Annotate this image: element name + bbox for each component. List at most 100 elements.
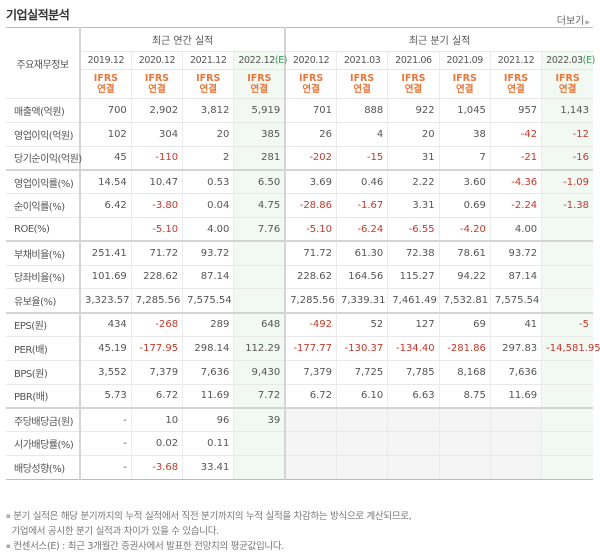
ifrs-badge: IFRS 연결: [438, 69, 491, 99]
table-row: 당좌비율(%) 101.69 228.62 87.14 228.62 164.56 115.…: [6, 265, 593, 290]
value-cell: 6.72: [130, 384, 183, 409]
more-link[interactable]: 더보기▶: [557, 12, 590, 27]
value-cell: 648: [233, 312, 286, 337]
value-cell: [541, 455, 593, 480]
value-cell: -4.20: [438, 217, 491, 243]
value-cell: -134.40: [387, 336, 440, 361]
value-cell: -281.86: [438, 336, 491, 361]
value-cell: 8,168: [438, 360, 491, 385]
ifrs-badge: IFRS 연결: [284, 69, 337, 99]
table-row: 유보율(%) 3,323.57 7,285.56 7,575.54 7,285.56 7,…: [6, 288, 593, 314]
value-cell: 127: [387, 312, 440, 337]
consolidated-label: 연결: [404, 84, 423, 95]
row-label: 순이익률(%): [6, 193, 80, 218]
consolidated-label: 연결: [97, 84, 115, 95]
value-cell: 115.27: [387, 265, 440, 290]
value-cell: -202: [284, 146, 337, 171]
value-cell: [489, 431, 542, 456]
row-label: 영업이익률(%): [6, 169, 80, 195]
value-cell: -14,581.95: [541, 336, 600, 361]
value-cell: 14.54: [78, 169, 132, 195]
value-cell: 7,636: [489, 360, 542, 385]
consolidated-label: 연결: [507, 84, 525, 95]
value-cell: 228.62: [284, 265, 337, 290]
value-cell: 0.53: [182, 169, 234, 195]
value-cell: -: [78, 455, 132, 480]
value-cell: 281: [233, 146, 286, 171]
footnote-1: ▪ 분기 실적은 해당 분기까지의 누적 실적에서 직전 분기까지의 누적 실적…: [6, 511, 412, 522]
value-cell: [541, 407, 593, 433]
period-label: 2021.03: [343, 55, 381, 66]
value-cell: -15: [335, 146, 388, 171]
value-cell: 71.72: [130, 241, 183, 266]
value-cell: [335, 407, 388, 433]
value-cell: 7,575.54: [489, 288, 542, 314]
value-cell: 251.41: [78, 241, 132, 266]
value-cell: 700: [78, 98, 132, 123]
table-row: 당기순이익(억원) 45 -110 2 281 -202 -15 31 7 -21 -16: [6, 146, 593, 171]
period-label: 2020.12: [138, 55, 176, 66]
value-cell: -110: [130, 146, 183, 171]
value-cell: 7,575.54: [182, 288, 234, 314]
ifrs-label: IFRS: [247, 73, 272, 84]
value-cell: 888: [335, 98, 388, 123]
value-cell: 87.14: [182, 265, 234, 290]
ifrs-badge: IFRS 연결: [233, 69, 286, 99]
row-label: 주당배당금(원): [6, 407, 80, 433]
value-cell: 7,532.81: [438, 288, 491, 314]
value-cell: -16: [541, 146, 593, 171]
value-cell: [78, 217, 132, 243]
value-cell: 7.76: [233, 217, 286, 243]
period-header: 2022.12(E): [233, 51, 288, 70]
consolidated-label: 연결: [302, 84, 320, 95]
value-cell: 93.72: [489, 241, 542, 266]
value-cell: 72.38: [387, 241, 440, 266]
footnote-text: 분기 실적은 해당 분기까지의 누적 실적에서 직전 분기까지의 누적 실적을 …: [13, 511, 412, 522]
ifrs-label: IFRS: [298, 73, 324, 84]
value-cell: 1,045: [438, 98, 491, 123]
value-cell: [541, 431, 593, 456]
value-cell: [284, 407, 337, 433]
value-cell: 4.00: [182, 217, 234, 243]
period-header: 2019.12: [78, 51, 132, 70]
footnote-2: 기업에서 공시한 분기 실적과 차이가 있을 수 있습니다.: [6, 524, 411, 539]
value-cell: 0.69: [438, 193, 491, 218]
value-cell: -1.38: [541, 193, 593, 218]
value-cell: 11.69: [182, 384, 234, 409]
value-cell: 434: [78, 312, 132, 337]
value-cell: 7,379: [284, 360, 337, 385]
ifrs-badge: IFRS 연결: [130, 69, 183, 99]
value-cell: 5.73: [78, 384, 132, 409]
table-row: ROE(%) -5.10 4.00 7.76 -5.10 -6.24 -6.55 -4.20 4…: [6, 217, 593, 243]
value-cell: 228.62: [130, 265, 183, 290]
value-cell: -12: [541, 122, 593, 147]
value-cell: 5,919: [233, 98, 286, 123]
value-cell: -1.09: [541, 169, 593, 195]
estimate-mark: (E): [274, 55, 288, 66]
row-label: 당좌비율(%): [6, 265, 80, 290]
value-cell: 3.69: [284, 169, 337, 195]
period-header: 2021.06: [387, 51, 440, 70]
value-cell: 33.41: [182, 455, 234, 480]
value-cell: [233, 431, 286, 456]
table-row: PBR(배) 5.73 6.72 11.69 7.72 6.72 6.10 6.63 8.75 1…: [6, 384, 593, 409]
section-title: 기업실적분석: [6, 8, 70, 22]
value-cell: 0.04: [182, 193, 234, 218]
footnote-text: 컨센서스(E) : 최근 3개월간 증권사에서 발표한 전망치의 평균값입니다.: [13, 541, 284, 552]
value-cell: 6.42: [78, 193, 132, 218]
value-cell: [489, 407, 542, 433]
value-cell: 87.14: [489, 265, 542, 290]
ifrs-badge: IFRS 연결: [182, 69, 234, 99]
value-cell: [284, 455, 337, 480]
value-cell: 385: [233, 122, 286, 147]
value-cell: [438, 431, 491, 456]
value-cell: [233, 288, 286, 314]
value-cell: [541, 384, 593, 409]
value-cell: -5: [541, 312, 593, 337]
value-cell: 20: [182, 122, 234, 147]
value-cell: 1,143: [541, 98, 593, 123]
period-header: 2021.03: [335, 51, 388, 70]
value-cell: [387, 455, 440, 480]
value-cell: -492: [284, 312, 337, 337]
more-label: 더보기: [556, 16, 585, 27]
